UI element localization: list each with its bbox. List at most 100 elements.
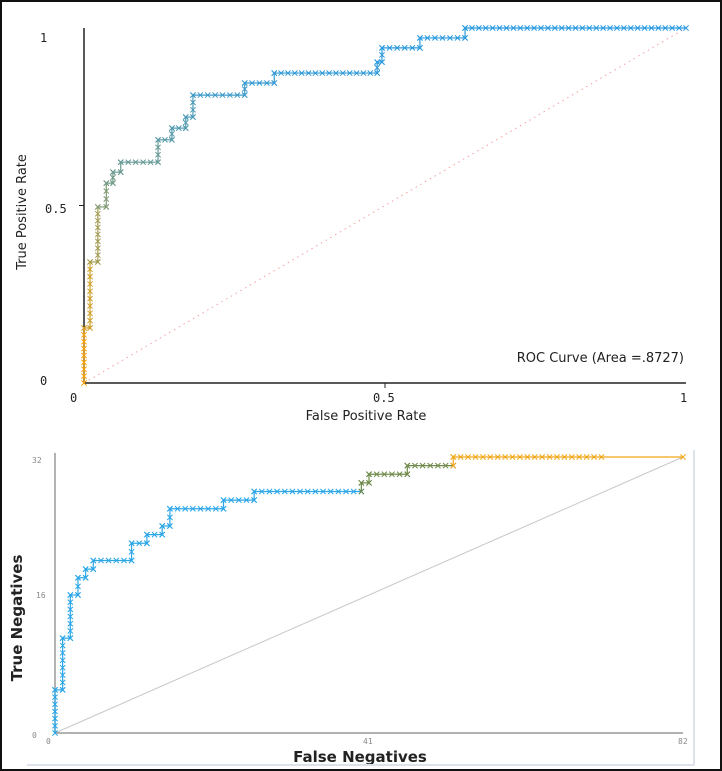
curve-point-marker [94,210,101,217]
curve-point-marker [117,159,124,166]
curve-point-marker [312,70,319,77]
curve-point-marker [81,373,87,380]
curve-point-marker [256,80,263,86]
curve-point-marker [162,136,168,143]
curve-point-marker [81,345,87,352]
curve-point-marker [462,25,469,31]
curve-point-marker [683,25,689,31]
curve-point-marker [655,25,662,31]
curve-point-marker [87,258,93,265]
curve-point-marker [524,25,531,31]
curve-point-marker [572,25,579,31]
curve-point-marker [510,25,517,31]
curve-point-marker [81,380,87,386]
curve-point-marker [676,25,683,31]
curve-point-marker [182,114,189,121]
curve-point-marker [190,114,196,121]
curve-point-marker [394,44,401,51]
curve-point-marker [416,34,423,41]
curve-point-marker [249,80,256,86]
curve-point-marker [326,70,333,77]
curve-point-marker [155,159,161,166]
curve-point-marker [219,92,226,99]
curve-point-marker [103,188,110,195]
curve-point-marker [374,64,381,71]
curve-point-marker [278,70,285,77]
curve-point-marker [271,80,278,86]
curve-point-marker [168,136,175,143]
curve-point-marker [140,159,147,166]
curve-point-marker [531,25,538,31]
curve-point-marker [475,25,482,31]
curve-point-marker [87,266,93,273]
curve-point-marker [81,325,87,331]
curve-point-marker [593,25,600,31]
curve-point-marker [641,25,648,31]
curve-point-marker [155,144,161,151]
curve-point-marker [81,331,87,338]
curve-point-marker [489,25,496,31]
curve-point-marker [94,238,101,245]
curve-point-marker [600,25,607,31]
curve-point-marker [94,231,101,238]
curve-point-marker [346,70,353,77]
x-tick-label: 0.5 [373,391,395,405]
curve-point-marker [234,92,241,99]
curve-point-marker [367,70,374,77]
curve-point-marker [87,325,93,331]
curve-point-marker [147,159,154,166]
curve-point-marker [517,25,524,31]
curve-point-marker [87,303,93,309]
y-axis-label: True Positive Rate [15,154,30,271]
curve-point-marker [374,59,381,66]
curve-point-marker [197,92,204,99]
curve-point-marker [379,52,385,58]
curve-point-marker [379,44,385,51]
curve-point-marker [132,159,139,166]
curve-point-marker [81,352,87,359]
curve-point-marker [648,25,655,31]
curve-point-marker [94,224,101,231]
curve-point-marker [333,70,339,77]
curve-point-marker [409,44,416,51]
curve-point-marker [263,80,270,86]
curve-point-marker [298,70,305,77]
curve-point-marker [374,70,381,77]
x-axis-label: False Positive Rate [306,409,427,424]
curve-point-marker [204,92,211,99]
curve-point-marker [103,196,110,202]
curve-point-marker [620,25,627,31]
curve-point-marker [627,25,634,31]
curve-point-marker [579,25,586,31]
curve-point-marker [87,273,93,280]
curve-point-marker [182,119,189,126]
curve-point-marker [496,25,503,31]
curve-point-marker [319,70,326,77]
y-tick-label: 0 [40,374,47,388]
curve-point-marker [285,70,291,77]
curve-point-marker [94,217,101,224]
curve-point-marker [432,34,438,41]
curve-point-marker [339,70,346,77]
curve-point-marker [454,34,461,41]
curve-point-marker [241,92,248,99]
curve-point-marker [94,258,101,265]
curve-point-marker [416,44,423,51]
curve-point-marker [241,80,248,86]
curve-point-marker [551,25,558,31]
curve-point-marker [607,25,614,31]
curve-point-marker [94,252,101,259]
curve-point-marker [117,169,124,176]
curve-point-marker [401,44,408,51]
curve-point-marker [538,25,544,31]
curve-point-marker [669,25,676,31]
curve-point-marker [379,59,385,66]
curve-point-marker [81,366,87,373]
curve-point-marker [212,92,219,99]
curve-point-marker [447,34,453,41]
y-tick-label: 0.5 [45,202,67,216]
curve-point-marker [94,203,101,210]
curve-point-marker [558,25,565,31]
x-tick-label: 1 [680,391,687,405]
